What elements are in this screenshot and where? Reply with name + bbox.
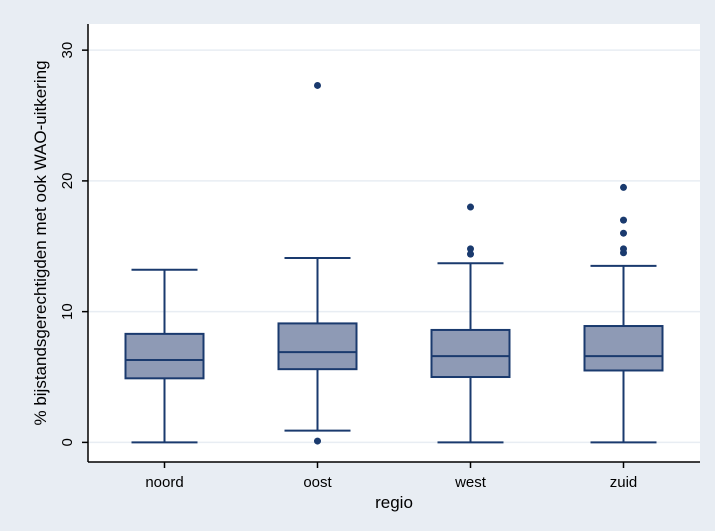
box-iqr — [430, 328, 511, 379]
plot-area — [88, 24, 700, 462]
outlier-point — [467, 250, 474, 258]
x-tick-label: noord — [145, 474, 183, 491]
x-axis-label: regio — [375, 493, 413, 512]
outlier-point — [314, 81, 321, 89]
box-iqr — [277, 322, 358, 371]
outlier-point — [467, 203, 474, 211]
box-noord — [124, 268, 205, 444]
y-tick-label: 10 — [59, 303, 76, 320]
box-iqr — [124, 332, 205, 380]
y-axis-label: % bijstandsgerechtigden met ook WAO-uitk… — [31, 60, 50, 425]
outlier-point — [467, 245, 474, 253]
x-tick-label: oost — [303, 474, 332, 491]
y-tick-label: 30 — [59, 42, 76, 59]
box-zuid — [583, 183, 664, 444]
boxes — [124, 81, 664, 445]
box-oost — [277, 81, 358, 445]
box-west — [430, 203, 511, 444]
outlier-point — [314, 437, 321, 445]
axes: 0 10 20 30 noord oost west zuid — [59, 24, 700, 491]
box-iqr — [583, 325, 664, 372]
outlier-point — [620, 245, 627, 253]
y-tick-label: 0 — [59, 438, 76, 446]
outlier-point — [620, 229, 627, 237]
x-tick-label: zuid — [610, 474, 638, 491]
outlier-point — [620, 183, 627, 191]
x-tick-label: west — [454, 474, 487, 491]
outlier-point — [620, 216, 627, 224]
y-tick-label: 20 — [59, 173, 76, 190]
